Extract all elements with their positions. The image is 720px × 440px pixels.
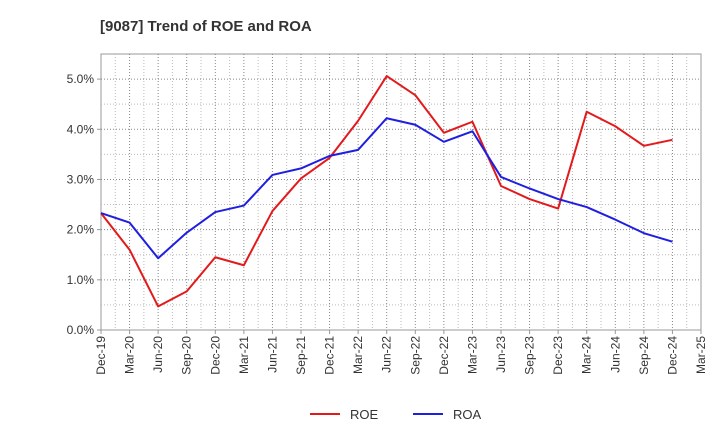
series-lines (100, 75, 673, 308)
x-tick-label: Sep-21 (294, 336, 308, 375)
series-line-roa (100, 117, 673, 260)
x-tick-label: Jun-21 (265, 336, 279, 373)
series-line-roe (100, 75, 673, 308)
legend: ROE ROA (310, 407, 482, 422)
x-tick-label: Dec-23 (551, 336, 565, 375)
x-tick-label: Jun-24 (608, 336, 622, 373)
grid-lines (101, 54, 701, 330)
y-tick-label: 0.0% (67, 323, 95, 337)
x-tick-label: Dec-20 (208, 336, 222, 375)
x-tick-label: Jun-20 (151, 336, 165, 373)
x-axis: Dec-19 Mar-20 Jun-20 Sep-20 Dec-20 Mar-21 Jun-… (94, 330, 708, 375)
y-tick-label: 3.0% (67, 172, 95, 186)
x-tick-label: Mar-21 (237, 336, 251, 374)
y-tick-label: 4.0% (67, 122, 95, 136)
x-tick-label: Mar-23 (465, 336, 479, 374)
y-tick-label: 2.0% (67, 223, 95, 237)
y-tick-label: 5.0% (67, 72, 95, 86)
x-tick-label: Dec-19 (94, 336, 108, 375)
chart-title: [9087] Trend of ROE and ROA (100, 18, 312, 35)
x-tick-label: Dec-21 (323, 336, 337, 375)
y-axis: 0.0% 1.0% 2.0% 3.0% 4.0% 5.0% (67, 72, 101, 337)
x-tick-label: Dec-24 (665, 336, 679, 375)
x-tick-label: Sep-24 (637, 336, 651, 375)
y-tick-label: 1.0% (67, 273, 95, 287)
x-tick-label: Jun-23 (494, 336, 508, 373)
x-tick-label: Mar-22 (351, 336, 365, 374)
legend-label-roa: ROA (453, 407, 482, 422)
x-tick-label: Sep-23 (523, 336, 537, 375)
x-tick-label: Mar-25 (694, 336, 708, 374)
x-tick-label: Mar-24 (580, 336, 594, 374)
x-tick-label: Sep-20 (180, 336, 194, 375)
x-tick-label: Sep-22 (408, 336, 422, 375)
x-tick-label: Jun-22 (380, 336, 394, 373)
legend-label-roe: ROE (350, 407, 379, 422)
x-tick-label: Dec-22 (437, 336, 451, 375)
x-tick-label: Mar-20 (123, 336, 137, 374)
